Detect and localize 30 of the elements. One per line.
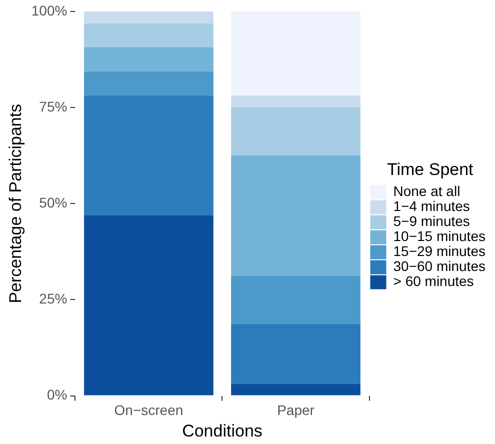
bar [84, 216, 214, 396]
legend-title: Time Spent [386, 160, 474, 179]
y-tick-label: 100% [31, 2, 68, 18]
bar [84, 95, 214, 216]
bar [84, 47, 214, 72]
legend-label: 10−15 minutes [393, 228, 486, 244]
bar [231, 156, 360, 276]
bar [84, 11, 214, 24]
bar [231, 108, 360, 156]
legend-label: 30−60 minutes [393, 258, 486, 274]
x-tick-label: Paper [277, 402, 315, 418]
legend-label: 5−9 minutes [393, 213, 470, 230]
bar [231, 11, 360, 96]
y-tick-label: 25% [39, 290, 68, 307]
bar [231, 324, 360, 384]
y-tick-label: 75% [39, 98, 68, 114]
x-tick-label: On−screen [114, 402, 184, 418]
y-tick-label: 50% [39, 194, 68, 210]
legend-label: 1−4 minutes [393, 198, 470, 214]
bar [84, 71, 214, 96]
bar [231, 276, 360, 324]
legend-label: 15−29 minutes [393, 243, 486, 260]
bar [84, 23, 214, 48]
y-tick-label: 0% [46, 386, 68, 403]
bar [231, 96, 360, 108]
legend-label: None at all [393, 183, 460, 200]
legend-label: > 60 minutes [393, 273, 474, 290]
y-axis-title: Percentage of Participants [6, 104, 25, 304]
bar [231, 384, 360, 396]
x-axis-title: Conditions [182, 421, 262, 440]
